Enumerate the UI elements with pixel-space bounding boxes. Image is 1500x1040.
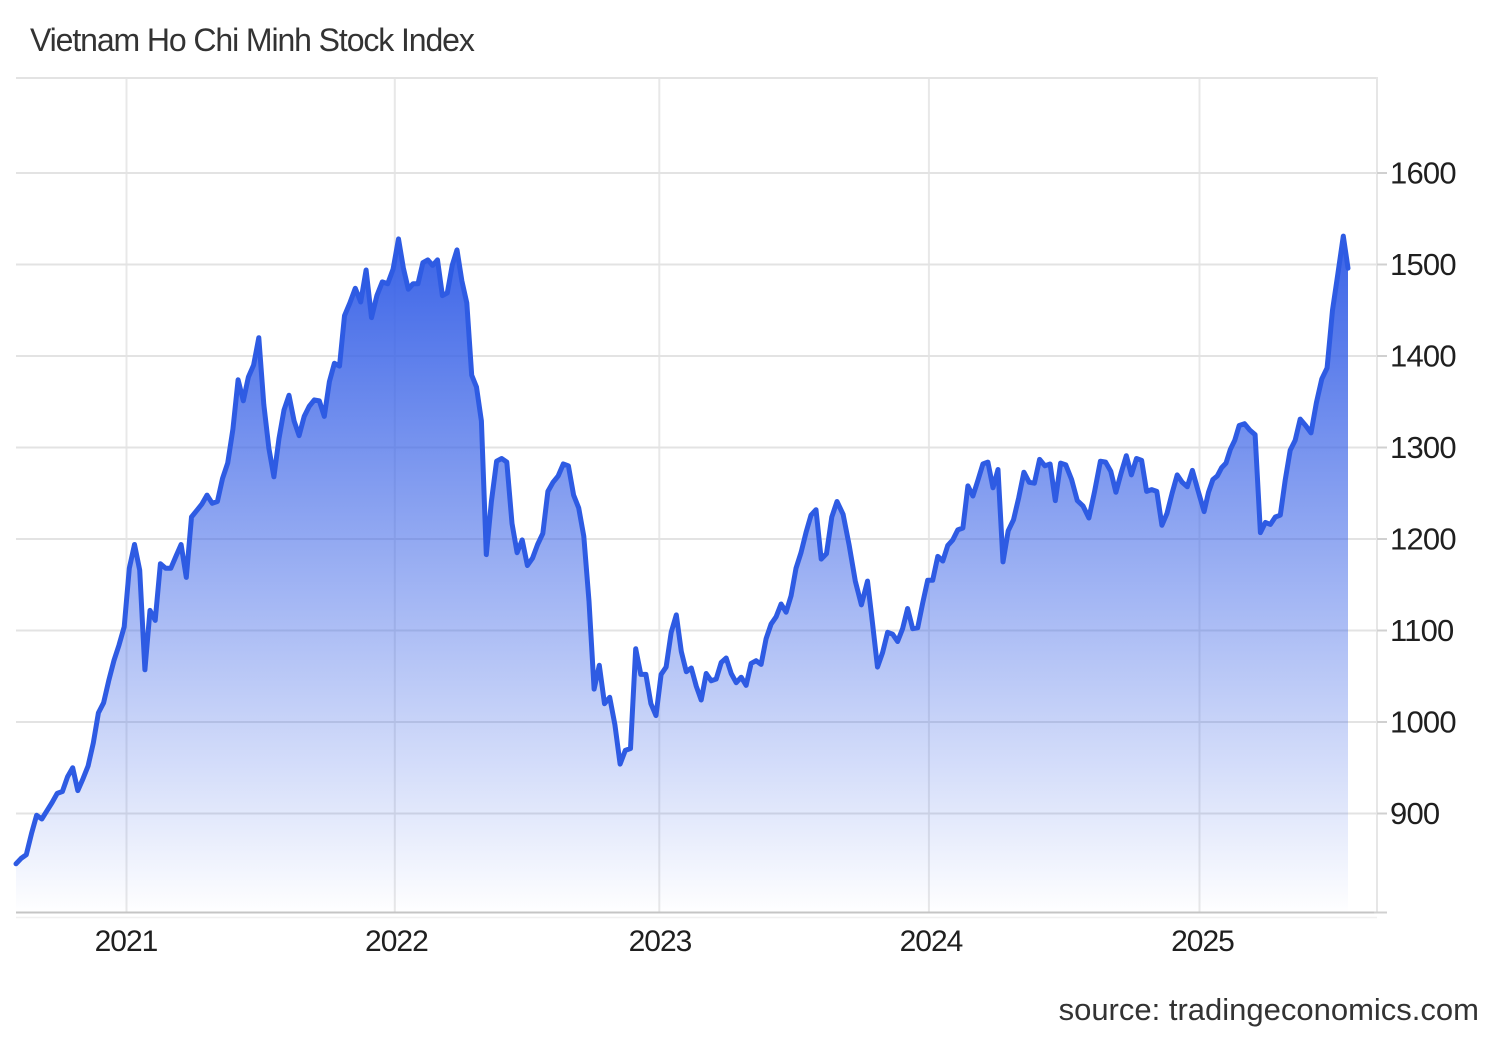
- svg-text:2021: 2021: [95, 925, 158, 958]
- svg-text:2023: 2023: [629, 925, 692, 958]
- svg-text:source: tradingeconomics.com: source: tradingeconomics.com: [1059, 992, 1479, 1027]
- svg-text:1400: 1400: [1390, 339, 1456, 374]
- svg-text:Vietnam Ho Chi Minh Stock Inde: Vietnam Ho Chi Minh Stock Index: [30, 22, 475, 58]
- svg-text:1100: 1100: [1390, 613, 1454, 648]
- svg-text:1200: 1200: [1390, 522, 1456, 557]
- svg-text:2025: 2025: [1171, 925, 1234, 958]
- svg-text:2022: 2022: [365, 925, 428, 958]
- svg-text:1600: 1600: [1390, 156, 1456, 191]
- svg-text:1300: 1300: [1390, 430, 1456, 465]
- svg-text:2024: 2024: [900, 925, 963, 958]
- svg-text:900: 900: [1390, 796, 1440, 831]
- svg-text:1000: 1000: [1390, 705, 1456, 740]
- svg-text:1500: 1500: [1390, 247, 1456, 282]
